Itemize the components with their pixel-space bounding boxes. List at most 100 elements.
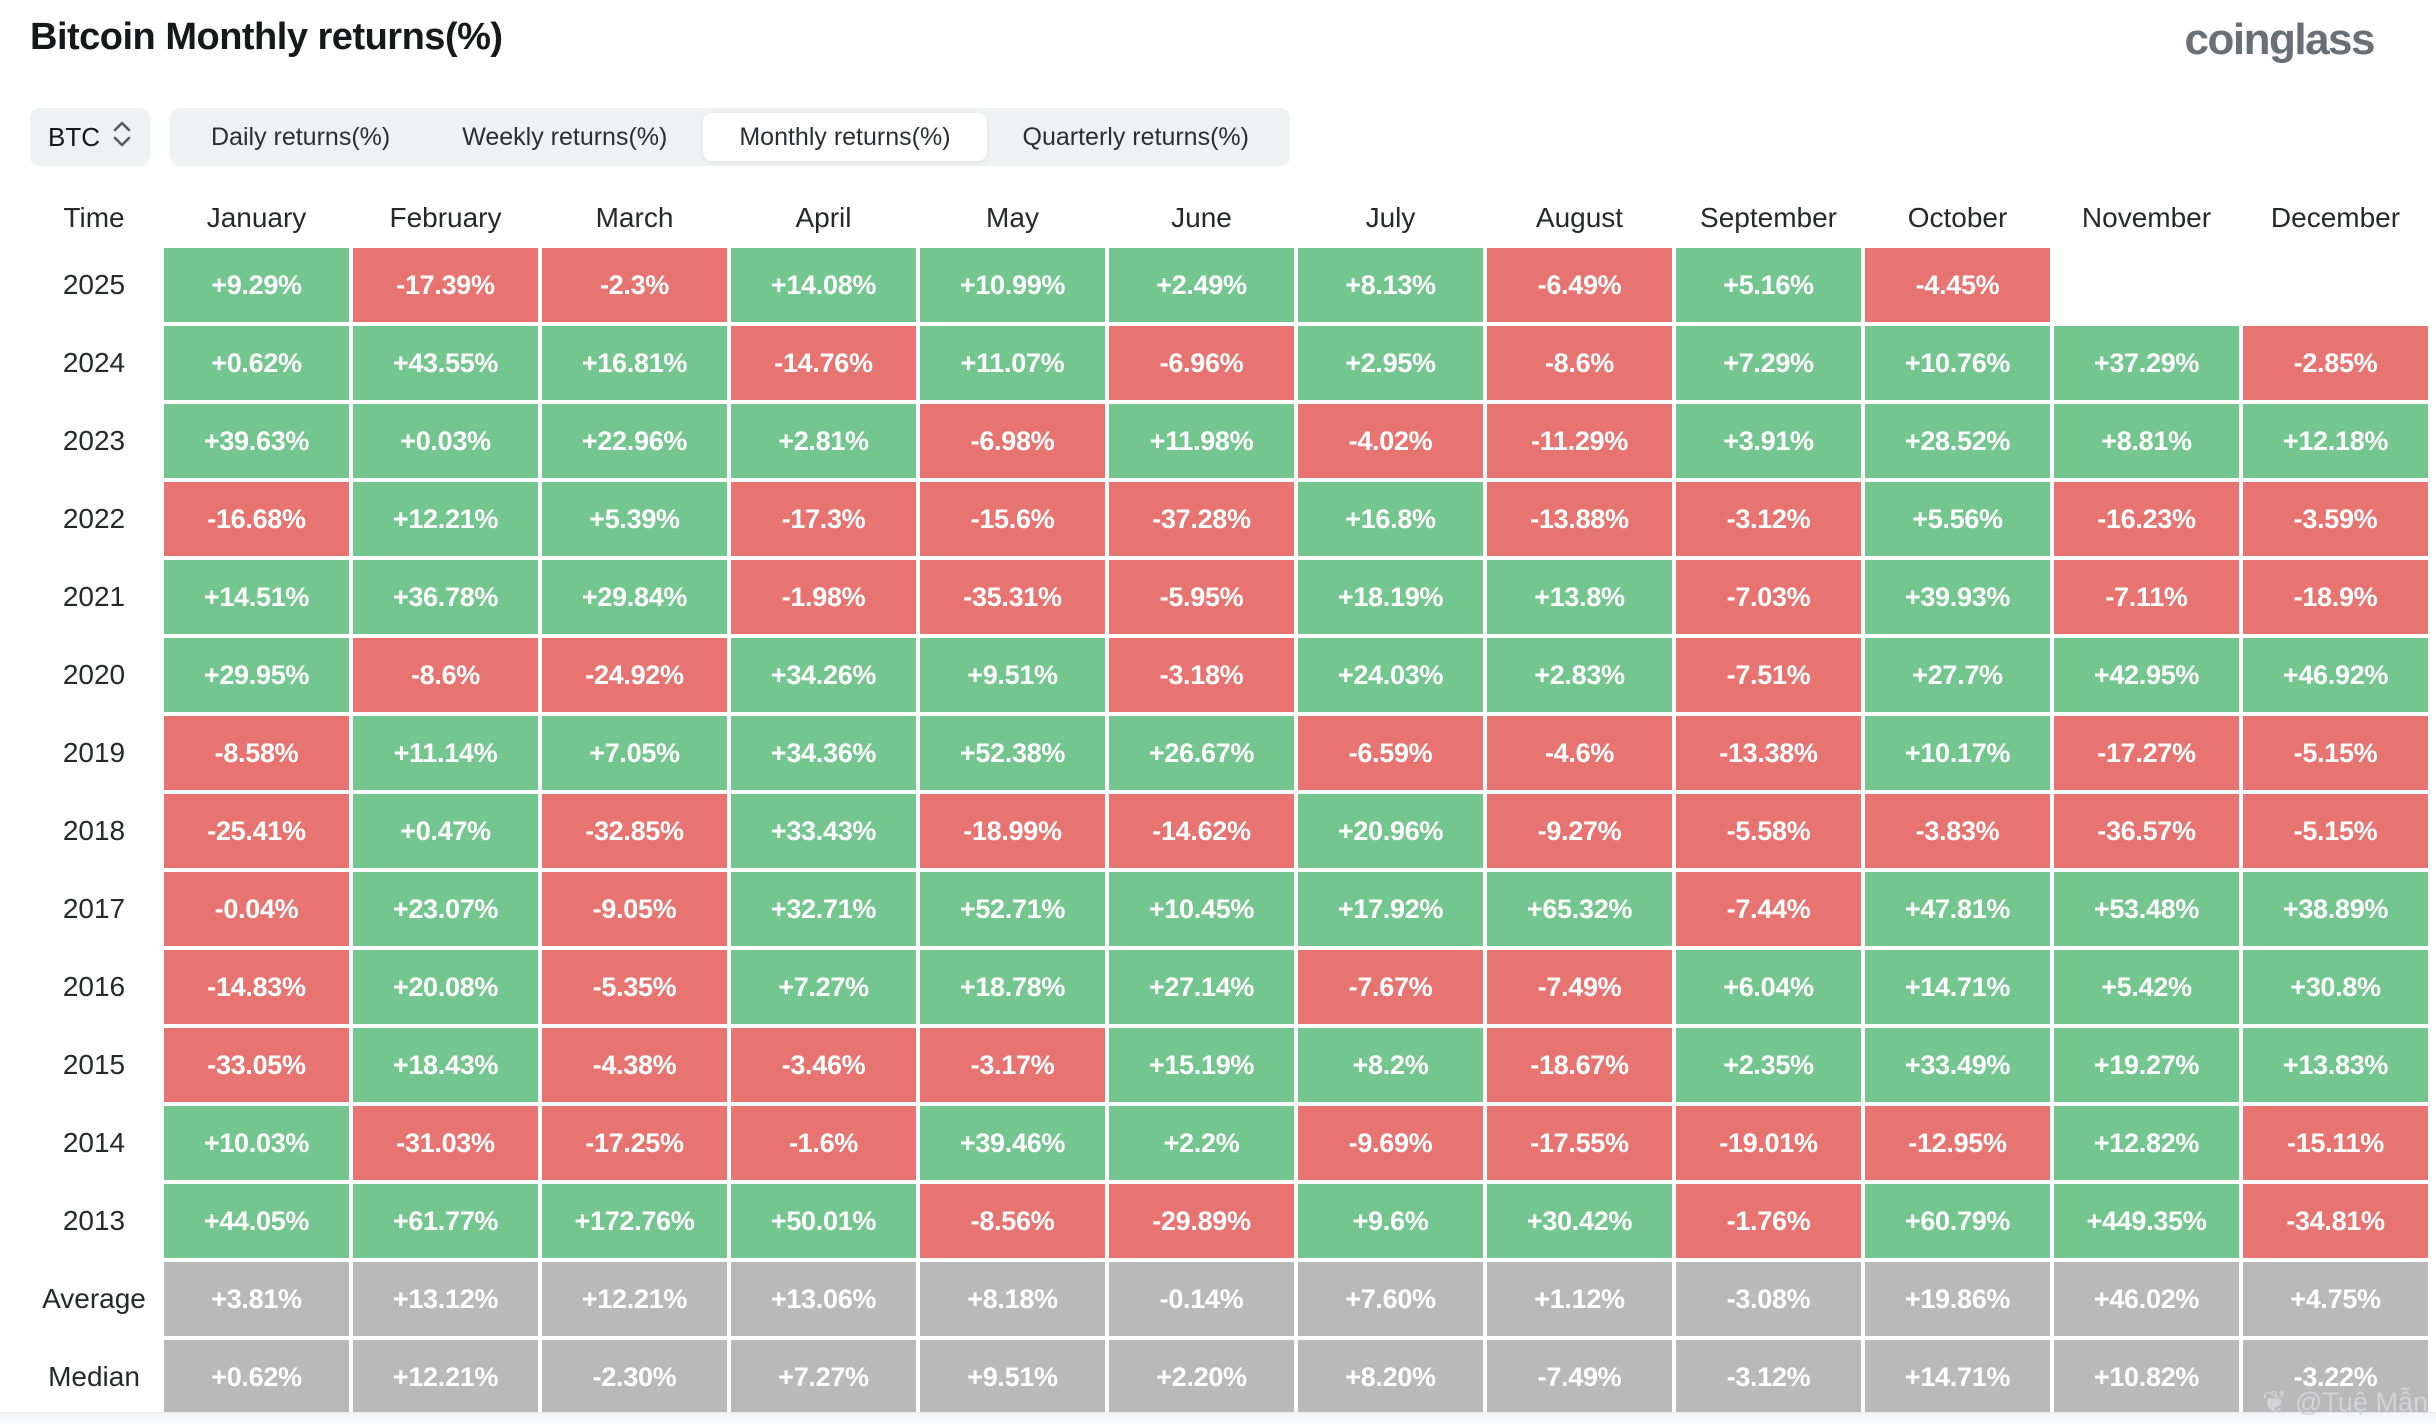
return-cell: -3.08% [1676,1262,1861,1336]
return-cell: +2.49% [1109,248,1294,322]
return-cell: +5.39% [542,482,727,556]
return-cell: +65.32% [1487,872,1672,946]
return-cell: +12.21% [542,1262,727,1336]
return-cell: -17.27% [2054,716,2239,790]
return-cell: -4.38% [542,1028,727,1102]
row-label: 2013 [62,1205,126,1236]
row-label: 2021 [62,581,126,612]
return-cell: -5.35% [542,950,727,1024]
return-cell: +6.04% [1676,950,1861,1024]
tab-quarterly[interactable]: Quarterly returns(%) [987,113,1285,161]
column-header-time: Time [63,202,125,233]
return-cell: +29.84% [542,560,727,634]
return-cell: -9.27% [1487,794,1672,868]
return-cell: +8.2% [1298,1028,1483,1102]
tab-weekly[interactable]: Weekly returns(%) [426,113,703,161]
return-cell: -29.89% [1109,1184,1294,1258]
return-cell: +42.95% [2054,638,2239,712]
column-header: September [1700,202,1837,233]
return-cell: +2.2% [1109,1106,1294,1180]
return-cell: +11.07% [920,326,1105,400]
return-cell: -9.69% [1298,1106,1483,1180]
return-cell: -31.03% [353,1106,538,1180]
return-cell: +5.56% [1865,482,2050,556]
return-cell: +8.20% [1298,1340,1483,1414]
tab-monthly[interactable]: Monthly returns(%) [703,113,987,161]
return-cell: -5.15% [2243,716,2428,790]
return-cell: +10.17% [1865,716,2050,790]
select-arrows-icon [112,119,132,156]
return-cell: -5.95% [1109,560,1294,634]
returns-table: Time January February March April May June July… [28,192,2436,1414]
return-cell: +172.76% [542,1184,727,1258]
return-cell: -7.49% [1487,1340,1672,1414]
return-cell: -4.45% [1865,248,2050,322]
column-header: April [795,202,852,233]
return-cell: +2.95% [1298,326,1483,400]
return-cell: +14.08% [731,248,916,322]
return-cell: +12.21% [353,482,538,556]
return-cell: +0.62% [164,1340,349,1414]
row-label: 2019 [62,737,126,768]
return-cell: +22.96% [542,404,727,478]
column-header: March [595,202,674,233]
return-cell: -6.49% [1487,248,1672,322]
symbol-select[interactable]: BTC [30,108,150,166]
column-header: November [2081,202,2212,233]
return-cell: +33.43% [731,794,916,868]
return-cell: +11.14% [353,716,538,790]
return-cell: -37.28% [1109,482,1294,556]
return-cell: -0.04% [164,872,349,946]
return-cell: +3.81% [164,1262,349,1336]
column-header: February [389,202,502,233]
return-cell: +2.35% [1676,1028,1861,1102]
return-cell: +15.19% [1109,1028,1294,1102]
return-cell: -7.51% [1676,638,1861,712]
tab-daily[interactable]: Daily returns(%) [175,113,426,161]
return-cell: +1.12% [1487,1262,1672,1336]
return-cell: -15.11% [2243,1106,2428,1180]
return-cell: -7.67% [1298,950,1483,1024]
return-cell: -16.68% [164,482,349,556]
return-cell: -6.96% [1109,326,1294,400]
page-title: Bitcoin Monthly returns(%) [30,16,503,58]
return-cell: +0.62% [164,326,349,400]
return-cell: -36.57% [2054,794,2239,868]
row-label: 2024 [62,347,126,378]
column-header: January [206,202,307,233]
return-cell: -8.56% [920,1184,1105,1258]
return-cell: -15.6% [920,482,1105,556]
return-cell: +14.51% [164,560,349,634]
return-cell: -19.01% [1676,1106,1861,1180]
return-cell: -3.18% [1109,638,1294,712]
row-label: 2020 [62,659,126,690]
return-cell: +20.08% [353,950,538,1024]
column-header: December [2270,202,2401,233]
return-cell: -24.92% [542,638,727,712]
return-cell: +17.92% [1298,872,1483,946]
column-header: October [1907,202,2008,233]
return-cell: -3.22% [2243,1340,2428,1414]
return-cell: +47.81% [1865,872,2050,946]
return-cell: +11.98% [1109,404,1294,478]
return-cell: -14.83% [164,950,349,1024]
return-cell: -17.3% [731,482,916,556]
return-cell: -7.03% [1676,560,1861,634]
return-cell: -5.15% [2243,794,2428,868]
return-cell: +34.26% [731,638,916,712]
row-label: 2015 [62,1049,126,1080]
return-cell: +7.05% [542,716,727,790]
return-cell: +39.46% [920,1106,1105,1180]
return-cell: +20.96% [1298,794,1483,868]
return-cell: -2.30% [542,1340,727,1414]
return-cell: -7.49% [1487,950,1672,1024]
page-header: Bitcoin Monthly returns(%) coinglass [0,0,2436,62]
return-cell: +10.45% [1109,872,1294,946]
return-cell: +27.14% [1109,950,1294,1024]
row-label: 2018 [62,815,126,846]
return-cell: +14.71% [1865,1340,2050,1414]
return-cell: -3.83% [1865,794,2050,868]
return-cell: +16.81% [542,326,727,400]
return-cell: +52.71% [920,872,1105,946]
coinglass-logo: coinglass [2184,15,2376,64]
